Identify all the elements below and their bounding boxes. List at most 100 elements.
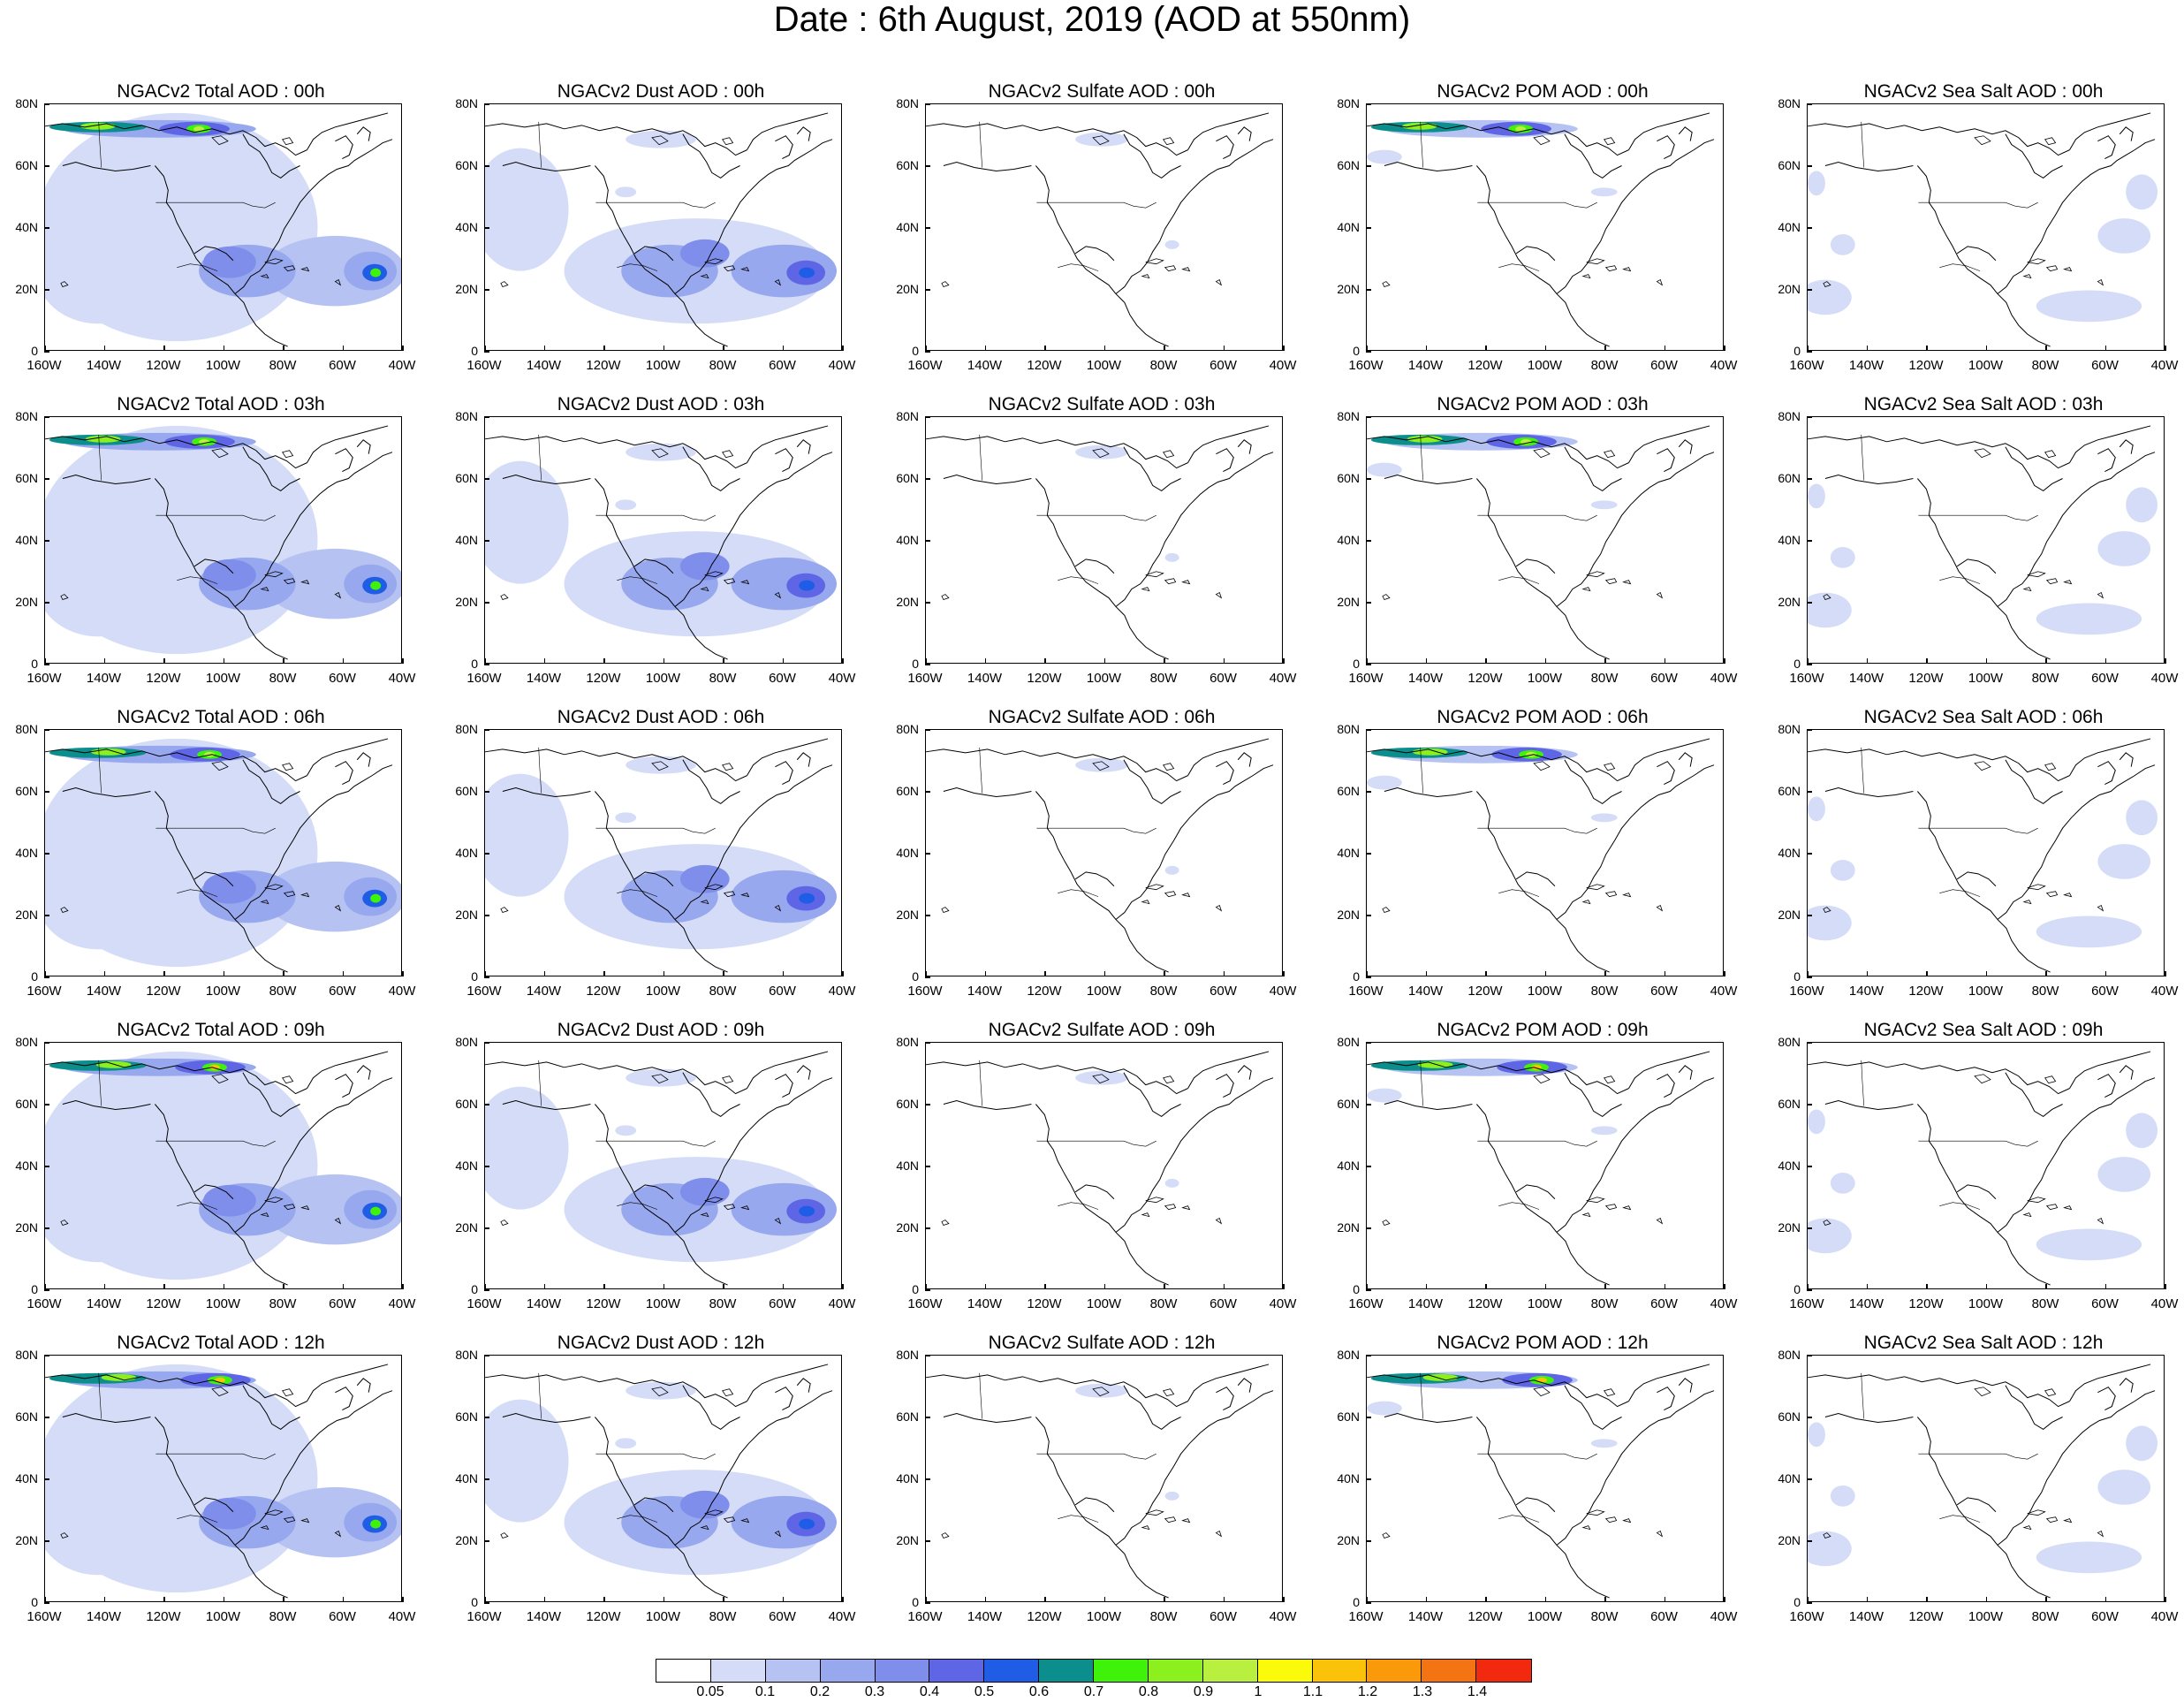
- panel-title: NGACv2 Dust AOD : 12h: [557, 1333, 765, 1353]
- longitude-tick-mark: [2045, 346, 2047, 351]
- island-outline: [723, 265, 736, 272]
- island-outline: [2044, 763, 2057, 771]
- latitude-tick-mark: [1366, 478, 1371, 480]
- coastline: [242, 759, 300, 805]
- longitude-tick-label: 80W: [1149, 358, 1178, 373]
- coastline: [633, 871, 674, 887]
- longitude-tick-label: 140W: [1407, 1609, 1444, 1624]
- island-outline: [1604, 891, 1618, 898]
- country-border: [1939, 1202, 1981, 1210]
- longitude-tick-label: 80W: [709, 984, 737, 999]
- aod-field-region: [370, 1519, 382, 1529]
- longitude-tick-mark: [44, 1597, 46, 1602]
- panel-title: NGACv2 Sea Salt AOD : 12h: [1863, 1333, 2104, 1353]
- aod-map: [484, 103, 842, 351]
- island-outline: [941, 281, 950, 287]
- coastline: [1187, 425, 1270, 463]
- aod-field-region: [1808, 1422, 1825, 1447]
- latitude-tick-label: 60N: [1337, 784, 1360, 798]
- latitude-tick-label: 0: [1353, 657, 1360, 671]
- island-outline: [2097, 1531, 2104, 1538]
- latitude-tick-mark: [1366, 915, 1371, 916]
- longitude-tick-mark: [484, 346, 486, 351]
- island-outline: [1533, 135, 1551, 146]
- coastline: [62, 1413, 151, 1423]
- longitude-tick-mark: [1366, 658, 1368, 664]
- coastline: [633, 246, 674, 262]
- coastline: [234, 606, 288, 660]
- latitude-tick-mark: [1807, 1478, 1812, 1480]
- aod-map: [1807, 1355, 2165, 1602]
- aod-field-region: [45, 1470, 160, 1576]
- longitude-tick-mark: [2104, 1597, 2106, 1602]
- island-outline: [651, 1074, 669, 1084]
- aod-map: [1366, 103, 1724, 351]
- latitude-tick-label: 60N: [1337, 158, 1360, 172]
- coastline: [1074, 1184, 1115, 1200]
- island-outline: [2045, 1204, 2059, 1211]
- island-outline: [1656, 1218, 1664, 1225]
- country-border: [177, 1202, 218, 1210]
- latitude-tick-label: 0: [1353, 1282, 1360, 1296]
- island-outline: [1164, 1204, 1177, 1211]
- aod-field-region: [799, 1205, 815, 1217]
- latitude-tick-mark: [925, 791, 930, 793]
- latitude-tick-label: 80N: [455, 96, 478, 110]
- coastline: [1564, 1385, 1622, 1431]
- aod-field-region: [1367, 462, 1402, 477]
- latitude-tick-label: 0: [912, 1282, 919, 1296]
- island-outline: [2097, 592, 2104, 599]
- latitude-tick-label: 20N: [1778, 908, 1801, 922]
- island-outline: [740, 580, 750, 585]
- latitude-tick-label: 20N: [1337, 282, 1360, 296]
- coastline: [1074, 558, 1115, 574]
- latitude-tick-mark: [484, 540, 489, 542]
- longitude-tick-label: 40W: [828, 984, 856, 999]
- longitude-tick-label: 160W: [466, 358, 502, 373]
- coastline: [674, 139, 833, 294]
- latitude-tick-label: 80N: [455, 722, 478, 736]
- longitude-tick-mark: [984, 346, 986, 351]
- aod-field-region: [1808, 1531, 1852, 1567]
- latitude-tick-label: 0: [1793, 344, 1801, 358]
- island-outline: [1181, 893, 1191, 898]
- longitude-tick-label: 40W: [388, 671, 416, 686]
- longitude-tick-label: 60W: [1650, 1296, 1678, 1311]
- aod-field-region: [1075, 1070, 1128, 1085]
- longitude-tick-mark: [1866, 971, 1868, 976]
- coastline: [747, 425, 829, 463]
- coastline: [2119, 1065, 2134, 1080]
- island-outline: [1163, 763, 1175, 771]
- longitude-tick-label: 160W: [907, 671, 943, 686]
- country-border: [98, 1372, 102, 1419]
- longitude-tick-mark: [2165, 658, 2166, 664]
- coastline: [674, 1077, 833, 1233]
- island-outline: [1581, 900, 1591, 905]
- country-border: [1498, 576, 1540, 584]
- colorbar-label: 1.4: [1467, 1684, 1488, 1699]
- latitude-tick-mark: [484, 602, 489, 604]
- longitude-tick-mark: [1485, 346, 1487, 351]
- aod-field-region: [2126, 174, 2158, 210]
- longitude-tick-mark: [44, 346, 46, 351]
- country-border: [98, 434, 102, 481]
- aod-field-region: [1164, 1178, 1179, 1188]
- country-border: [1939, 1515, 1981, 1523]
- latitude-tick-label: 0: [1793, 1282, 1801, 1296]
- latitude-tick-mark: [925, 351, 930, 353]
- longitude-tick-mark: [984, 1284, 986, 1289]
- coastline: [1556, 919, 1610, 973]
- latitude-tick-mark: [1807, 664, 1812, 665]
- longitude-tick-label: 40W: [1269, 1609, 1297, 1624]
- latitude-tick-mark: [484, 227, 489, 229]
- aod-field-region: [1075, 1383, 1128, 1398]
- map-canvas: [485, 1364, 838, 1599]
- coastline: [234, 293, 288, 347]
- country-border: [595, 827, 716, 834]
- latitude-tick-label: 60N: [1778, 1097, 1801, 1111]
- coastline: [1115, 919, 1169, 973]
- island-outline: [2022, 1212, 2032, 1218]
- coastline: [674, 293, 728, 347]
- latitude-tick-mark: [1366, 729, 1371, 731]
- map-canvas: [1367, 112, 1715, 347]
